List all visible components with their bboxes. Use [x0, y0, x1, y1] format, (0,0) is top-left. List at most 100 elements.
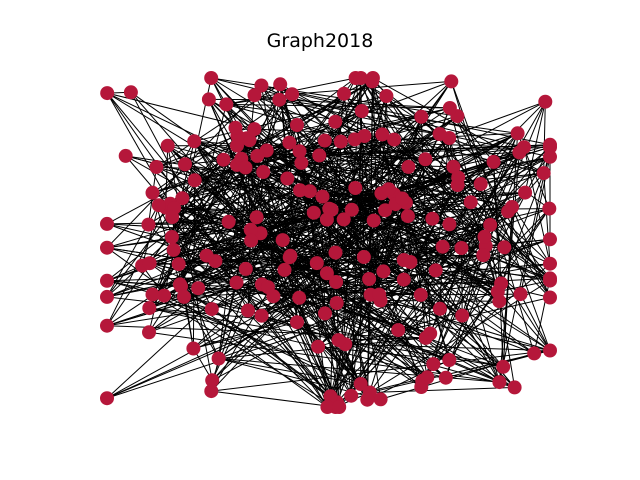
graph-node [332, 400, 347, 414]
graph-node [277, 262, 292, 277]
graph-node [473, 177, 488, 191]
graph-edge [407, 166, 427, 338]
graph-node [282, 135, 297, 150]
graph-node [229, 275, 244, 290]
graph-node [395, 191, 410, 206]
graph-edge [106, 308, 212, 327]
graph-node [204, 71, 219, 85]
graph-node [418, 152, 433, 167]
graph-node [414, 109, 429, 124]
graph-node [318, 306, 332, 321]
graph-node [444, 74, 459, 89]
graph-node [451, 170, 466, 185]
graph-node [527, 346, 542, 361]
graph-node [344, 202, 359, 217]
graph-node [250, 148, 265, 163]
graph-edge [106, 282, 237, 327]
graph-node [432, 301, 447, 316]
graph-node [142, 301, 157, 316]
graph-node [413, 287, 428, 302]
graph-node [247, 88, 262, 103]
graph-edge [106, 325, 426, 339]
graph-node [292, 290, 307, 305]
graph-node [173, 277, 187, 292]
graph-edge [345, 343, 551, 351]
graph-node [507, 380, 522, 395]
graph-edge [211, 77, 458, 117]
graph-node [543, 256, 557, 271]
graph-node [331, 333, 346, 348]
graph-node [378, 203, 393, 218]
graph-node [435, 239, 450, 254]
graph-node [356, 250, 371, 264]
graph-edge [369, 350, 551, 393]
graph-edge [180, 107, 451, 287]
graph-node [403, 255, 418, 269]
graph-edge [335, 236, 485, 254]
graph-node [328, 245, 343, 260]
graph-node [543, 290, 557, 305]
graph-node [428, 263, 443, 278]
graph-node [432, 127, 447, 141]
graph-edge [432, 208, 550, 365]
graph-node [494, 276, 509, 291]
graph-edge [385, 95, 551, 351]
graph-edge [192, 180, 196, 349]
graph-node [538, 94, 553, 109]
graph-node [376, 264, 391, 279]
graph-node [442, 101, 457, 115]
graph-edge [245, 150, 300, 169]
graph-edge [405, 133, 441, 203]
graph-node [311, 339, 326, 354]
graph-node [149, 160, 164, 174]
graph-node [306, 205, 321, 220]
nodes-layer [100, 71, 557, 414]
graph-node [329, 275, 344, 289]
graph-node [337, 86, 351, 101]
graph-edge [106, 218, 433, 399]
graph-edge [261, 192, 526, 285]
graph-node [205, 373, 220, 388]
graph-node [247, 122, 262, 137]
graph-edge [152, 192, 337, 283]
graph-node [336, 212, 351, 227]
graph-node [221, 214, 236, 229]
graph-node [100, 86, 115, 101]
graph-node [354, 104, 369, 118]
graph-node [366, 213, 381, 228]
graph-node [272, 92, 287, 107]
graph-node [542, 201, 557, 216]
graph-node [100, 318, 114, 333]
graph-node [228, 120, 243, 135]
graph-node [396, 272, 411, 287]
graph-node [536, 166, 551, 181]
graph-edge [152, 192, 384, 272]
graph-edge [256, 135, 365, 218]
graph-edge [163, 295, 381, 400]
graph-edge [326, 219, 427, 339]
graph-node [362, 272, 377, 286]
graph-node [256, 165, 271, 179]
graph-node [455, 308, 470, 323]
graph-node [543, 149, 557, 164]
graph-edge [369, 386, 515, 393]
graph-edge [246, 137, 459, 178]
graph-edge [287, 139, 395, 179]
graph-edge [296, 321, 504, 368]
graph-node [319, 266, 334, 281]
graph-edge [141, 95, 387, 267]
graph-edge [152, 294, 361, 385]
graph-edge [524, 101, 546, 193]
graph-edge [299, 151, 326, 314]
graph-node [418, 330, 433, 345]
graph-node [204, 302, 219, 317]
graph-node [543, 343, 557, 358]
graph-node [166, 242, 181, 257]
graph-edge [178, 263, 450, 361]
graph-edge [152, 93, 293, 194]
graph-node [157, 288, 172, 303]
graph-edge [335, 187, 356, 408]
graph-node [483, 217, 498, 232]
graph-edge [141, 139, 395, 267]
